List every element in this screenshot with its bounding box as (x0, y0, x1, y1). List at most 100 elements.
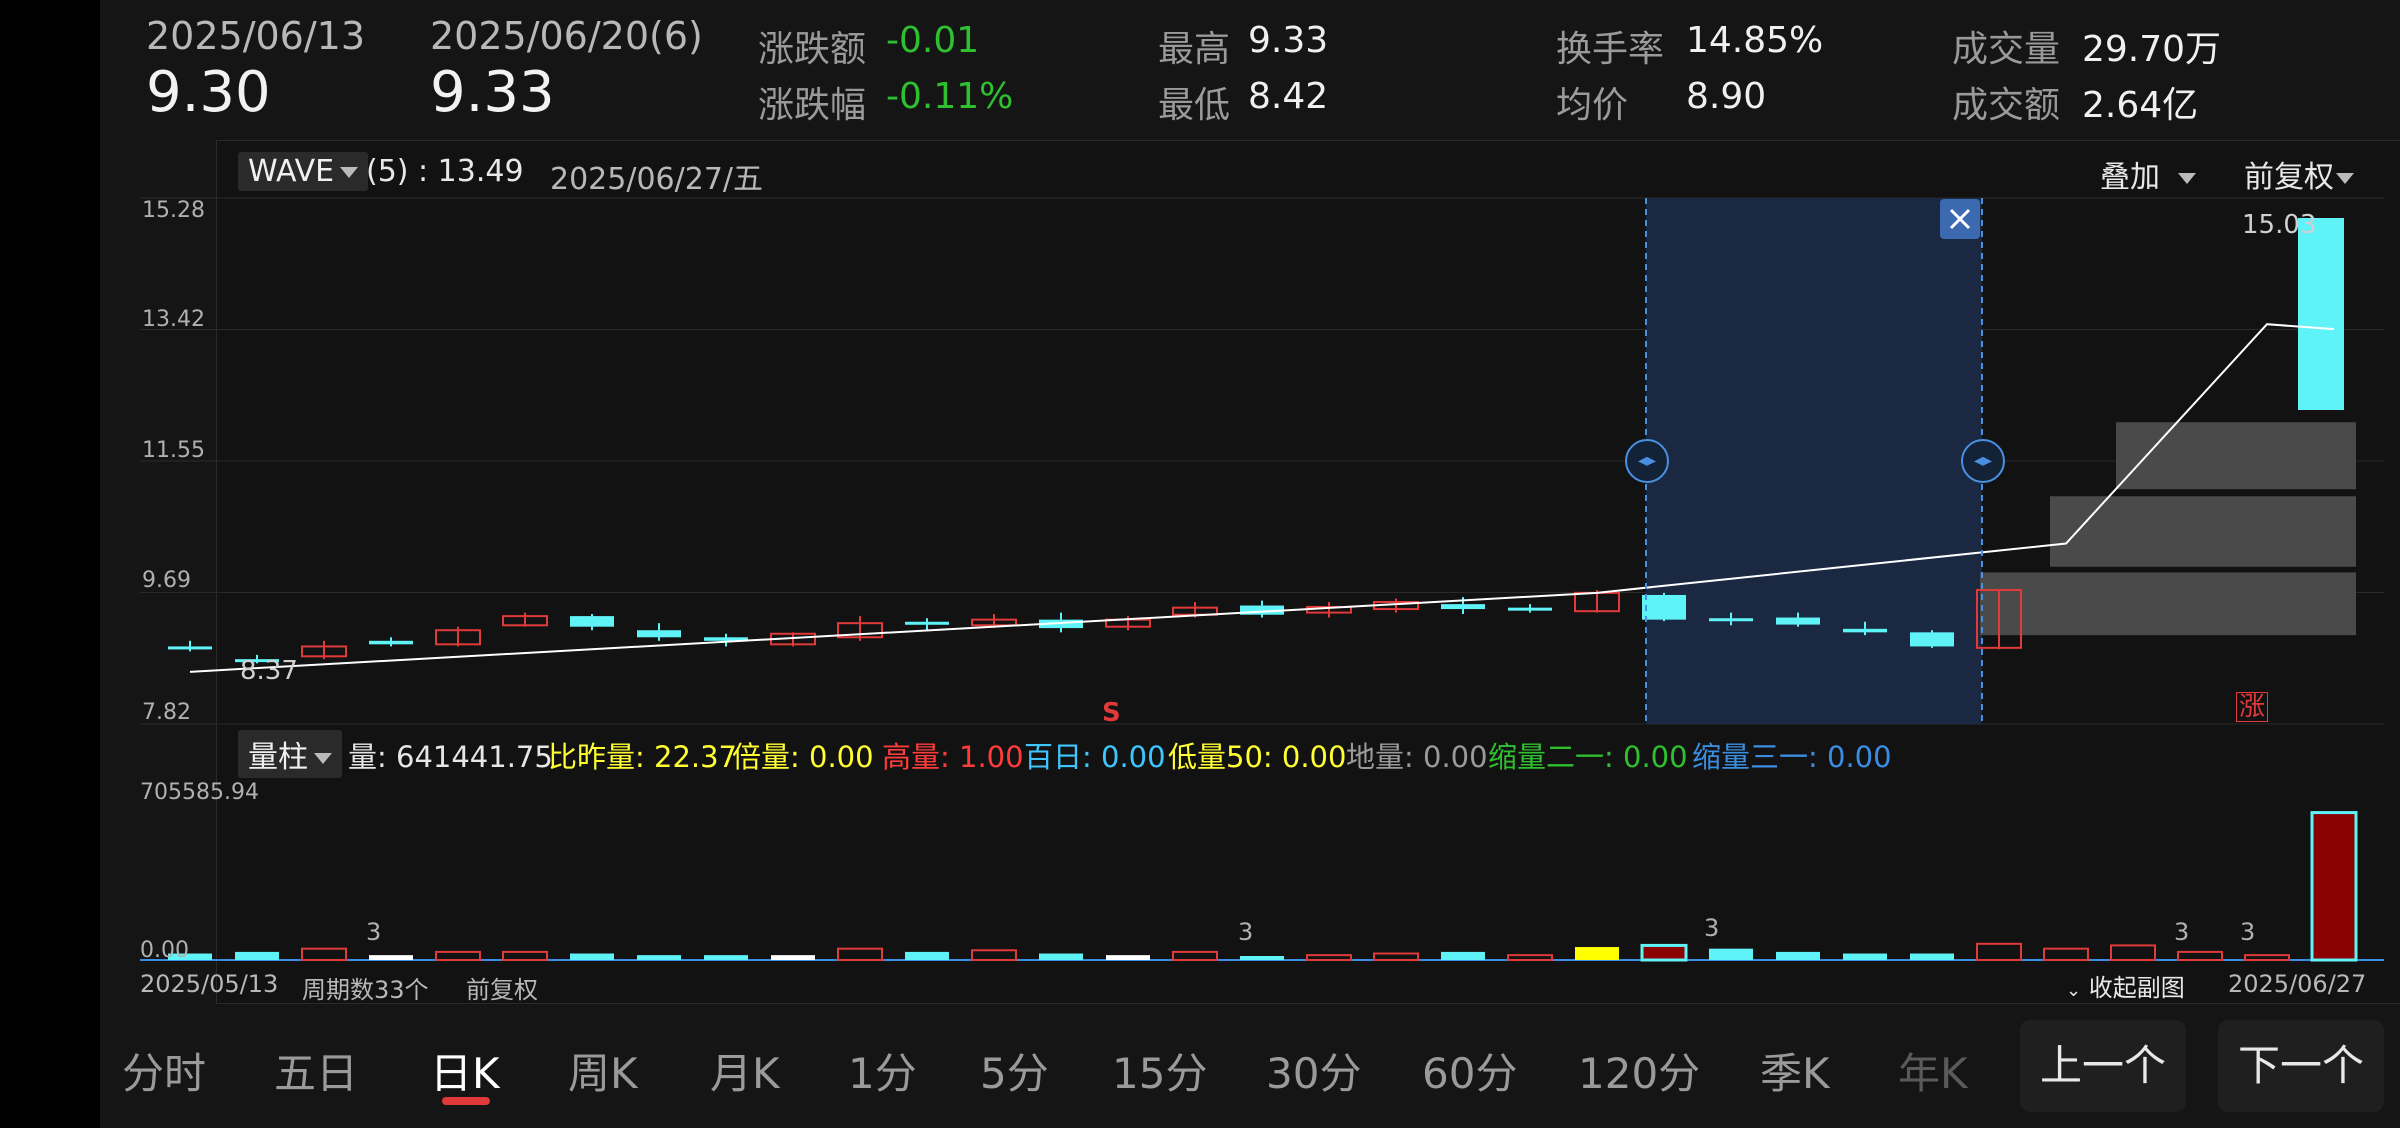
tab-fenshi[interactable]: 分时 (122, 1049, 207, 1098)
close-icon[interactable] (1940, 199, 1980, 239)
volume-bar (637, 955, 681, 960)
avg-price-label: 均价 (1556, 85, 1629, 126)
candle-body (168, 646, 212, 650)
volume-label: 成交量 (1952, 29, 2061, 70)
change-amount-label: 涨跌额 (758, 29, 867, 70)
footer-period-count: 周期数33个 (302, 976, 429, 1004)
volume-value: 29.70万 (2082, 29, 2222, 70)
volume-bar (369, 955, 413, 960)
tab-60min[interactable]: 60分 (1422, 1049, 1518, 1098)
overlay-dropdown-label: 叠加 (2100, 160, 2160, 195)
chevron-down-icon (314, 753, 332, 764)
indicator-dropdown-label: WAVE (248, 154, 335, 189)
amount-label: 成交额 (1952, 85, 2061, 126)
indicator-dropdown[interactable]: WAVE (238, 152, 369, 191)
volume-bar (1776, 951, 1820, 960)
tab-5min[interactable]: 5分 (980, 1049, 1049, 1098)
change-pct-value: -0.11% (886, 76, 1014, 117)
volume-bar (1441, 951, 1485, 960)
legend-hundred-day: 百日: 0.00 (1024, 740, 1166, 774)
legend-ground: 地量: 0.00 (1346, 740, 1488, 774)
volume-indicator-dropdown[interactable]: 量柱 (238, 730, 342, 778)
collapse-subchart-label: 收起副图 (2088, 974, 2185, 1002)
candle-body (704, 637, 748, 641)
volume-bar (2244, 954, 2290, 962)
volume-bar (502, 950, 548, 962)
collapse-subchart-button[interactable]: ⌄ 收起副图 (2066, 968, 2185, 1003)
volume-bar (1240, 956, 1284, 960)
chart-panel (216, 140, 2400, 1004)
volume-bar (1910, 953, 1954, 960)
overlay-dropdown[interactable]: 叠加 (2100, 152, 2196, 196)
price-axis-tick-1: 13.42 (142, 307, 205, 332)
volume-axis-min: 0.00 (140, 938, 189, 963)
chevron-down-icon (2178, 173, 2196, 184)
volume-bar (905, 951, 949, 960)
candle-body (837, 622, 883, 639)
chip-bar (2050, 496, 2356, 567)
tab-15min[interactable]: 15分 (1112, 1049, 1208, 1098)
volume-bar (1039, 953, 1083, 960)
close-icon-glyph (1949, 208, 1971, 230)
volume-axis-max: 705585.94 (140, 780, 259, 805)
low-label: 最低 (1158, 85, 1231, 126)
tab-five-day[interactable]: 五日 (274, 1049, 359, 1098)
tab-month-k[interactable]: 月K (710, 1049, 780, 1098)
volume-bar (1976, 942, 2022, 961)
volume-bar (2110, 944, 2156, 961)
volume-marker: 3 (2174, 918, 2190, 946)
latest-candle-body (2298, 218, 2344, 410)
legend-shrink31: 缩量三一: 0.00 (1692, 740, 1892, 774)
tab-1min[interactable]: 1分 (848, 1049, 917, 1098)
volume-bar (1306, 954, 1352, 962)
indicator-value: (5) : 13.49 (366, 154, 524, 189)
volume-bar (1172, 950, 1218, 962)
change-amount-value: -0.01 (886, 20, 980, 61)
volume-marker: 3 (2240, 918, 2256, 946)
candle-body (637, 630, 681, 638)
volume-bar (1640, 943, 1688, 962)
tab-day-k[interactable]: 日K (430, 1049, 500, 1098)
volume-bar (301, 947, 347, 961)
header-price-1: 9.30 (146, 60, 271, 125)
candle-body (971, 618, 1017, 627)
tab-30min[interactable]: 30分 (1266, 1049, 1362, 1098)
header-date-2: 2025/06/20(6) (430, 14, 703, 58)
price-axis-tick-2: 11.55 (142, 438, 205, 463)
chip-distribution (1980, 422, 2356, 636)
candle-body (1441, 604, 1485, 610)
chevron-down-icon (340, 167, 359, 178)
volume-series (140, 811, 2384, 962)
tab-week-k[interactable]: 周K (568, 1049, 638, 1098)
tab-season-k[interactable]: 季K (1760, 1049, 1830, 1098)
candle-body (1508, 607, 1552, 611)
volume-bar (837, 947, 883, 961)
chevron-down-icon (2336, 173, 2354, 184)
price-axis-tick-3: 9.69 (142, 568, 191, 593)
range-handle-right-icon[interactable]: ◂▸ (1961, 439, 2005, 483)
candle-body (369, 640, 413, 645)
chip-bar (2116, 422, 2356, 490)
legend-shrink21: 缩量二一: 0.00 (1488, 740, 1688, 774)
prev-button[interactable]: 上一个 (2020, 1020, 2186, 1112)
left-edge (0, 0, 100, 1128)
volume-bar (971, 949, 1017, 962)
tab-year-k[interactable]: 年K (1898, 1049, 1968, 1098)
range-handle-left-icon[interactable]: ◂▸ (1625, 439, 1669, 483)
volume-bar (1106, 955, 1150, 960)
tab-120min[interactable]: 120分 (1578, 1049, 1701, 1098)
legend-ratio-prev: 比昨量: 22.37 (548, 740, 738, 774)
footer-end-date: 2025/06/27 (2228, 970, 2367, 998)
volume-bar (1709, 948, 1753, 960)
candle-body (1976, 589, 2022, 649)
candle-body (1642, 594, 1686, 620)
adjust-dropdown[interactable]: 前复权 (2244, 152, 2354, 196)
volume-bar (168, 953, 212, 960)
footer-adjust: 前复权 (466, 976, 538, 1004)
kline-chart[interactable] (100, 0, 2400, 1128)
next-button[interactable]: 下一个 (2218, 1020, 2384, 1112)
turnover-rate-value: 14.85% (1686, 20, 1824, 61)
volume-bar (2177, 950, 2223, 962)
volume-marker: 3 (1704, 914, 1720, 942)
low-annotation: 8.37 (240, 656, 298, 686)
